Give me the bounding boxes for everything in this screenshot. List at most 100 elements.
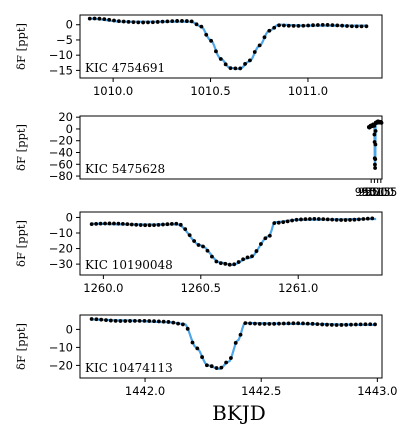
data-point [227,262,232,267]
model-curve [89,17,367,70]
data-point [343,218,348,222]
data-point [229,356,233,360]
data-point [178,222,183,227]
data-point [364,24,369,29]
data-point [339,323,344,327]
data-point [184,19,189,23]
data-point [311,23,315,28]
data-point [286,23,291,28]
data-point [368,322,373,327]
axes-frame [79,115,383,180]
data-point [241,257,246,262]
data-point [352,217,357,222]
data-point [190,340,195,345]
x-tick-label: 951.0 [361,185,394,199]
data-point [245,255,250,260]
data-point [243,321,248,326]
data-point [325,217,330,222]
data-point [129,222,134,227]
data-point [120,221,125,226]
data-point [303,217,308,222]
data-point [126,19,131,24]
data-point [357,217,361,222]
data-point [156,319,161,324]
data-point [301,321,305,326]
data-point [165,19,170,24]
data-point [150,20,155,25]
data-point [354,24,359,29]
data-point [272,321,277,326]
x-axis-label: BKJD [212,401,266,425]
data-point [257,321,262,326]
y-axis-label: δF [ppt] [14,23,28,70]
data-point [209,364,214,369]
data-point [205,248,210,253]
data-point [291,321,296,326]
x-tick-label: 1260.5 [181,281,221,295]
data-point [312,217,317,221]
data-point [232,262,237,267]
data-point [308,217,312,221]
y-tick-label: −10 [49,340,73,354]
data-point [103,221,107,226]
data-point [108,318,113,323]
data-point [205,363,209,368]
x-tick-label: 1442.5 [241,384,281,398]
data-point [339,218,343,222]
data-point [175,19,180,23]
data-point [137,318,142,323]
data-point [134,222,139,227]
y-tick-label: 0 [66,122,73,136]
panel-kic-4754691: 1010.0 1010.5 1011.0 0−5−10−15 δF [ppt] KIC 4… [14,14,383,98]
x-tick-label: 950.5 [358,185,391,199]
data-point [259,242,263,246]
data-point [329,322,334,327]
data-point [233,341,238,345]
data-point [104,318,108,323]
y-tick-label: −80 [49,169,73,183]
data-point [282,23,286,28]
y-tick-label: −60 [49,157,73,171]
y-tick-label: −10 [49,226,73,240]
data-point [277,23,281,28]
data-point [121,19,126,24]
data-point [349,322,353,327]
data-point [238,66,243,71]
data-point [169,222,174,226]
data-point [373,129,378,133]
star-id-label: KIC 10190048 [85,258,173,272]
star-id-label: KIC 5475628 [85,162,165,176]
data-point [195,346,200,351]
data-point [210,254,214,259]
x-tick-label: 1443.0 [357,384,397,398]
data-point [344,322,349,327]
data-point [118,319,123,323]
data-point [330,217,335,222]
data-point [142,319,147,323]
x-tick-label: 951.5 [364,185,397,199]
data-point [196,243,201,247]
x-tick-label: 1261.0 [278,281,318,295]
data-point [183,227,188,232]
y-axis-label: δF [ppt] [14,124,28,171]
data-point [128,319,132,323]
data-point [185,326,190,331]
data-point [334,323,339,327]
star-id-label: KIC 4754691 [85,61,165,75]
x-tick-label: 1010.0 [93,84,133,98]
data-point [310,321,315,326]
x-tick-label: 1010.5 [190,84,230,98]
data-point [97,16,102,21]
data-point [306,23,311,28]
data-point [201,244,205,249]
y-tick-label: −15 [49,63,73,77]
axes-frame [79,14,383,79]
data-point [262,322,267,326]
data-point [379,120,384,125]
data-point [200,355,205,359]
data-point [92,16,97,21]
data-point [316,217,321,221]
data-point [301,23,306,28]
data-point [373,142,378,147]
